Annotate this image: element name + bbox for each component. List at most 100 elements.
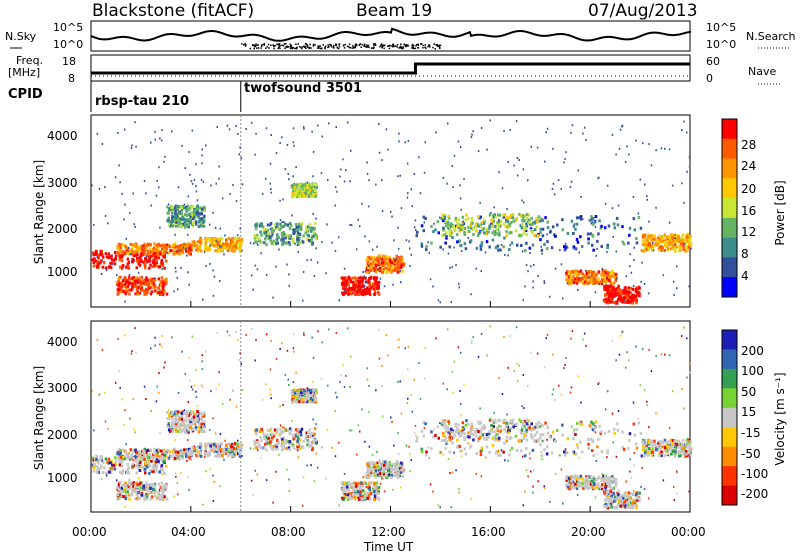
power-echo-cell [529,227,533,231]
search-noise-point [317,47,319,49]
velocity-echo-cell [398,470,401,474]
search-noise-point [437,45,440,48]
velocity-echo-cell [577,478,580,482]
power-echo-cell [502,245,505,249]
search-noise-point [348,43,351,45]
velocity-echo-cell [288,432,292,436]
velocity-echo-cell [524,434,528,438]
power-echo-cell [159,262,163,266]
search-noise-point [412,44,415,47]
power-echo-cell [96,262,100,266]
velocity-echo-cell [124,483,127,487]
power-echo-cell [154,255,158,259]
velocity-echo-cell [594,479,598,482]
velocity-echo-cell [600,487,604,491]
velocity-echo-cell [638,499,641,503]
velocity-echo-cell [234,442,237,446]
velocity-echo-cell [496,418,500,422]
power-echo-cell [260,233,263,237]
velocity-echo-cell [398,464,401,467]
velocity-echo-cell [645,444,648,448]
power-echo-cell [168,245,172,249]
search-noise-point [261,44,263,46]
velocity-echo-cell [539,433,542,437]
velocity-echo-cell [158,493,162,497]
velocity-echo-cell [341,488,344,492]
velocity-echo-cell [92,466,95,470]
search-noise-point [292,47,295,49]
velocity-echo-cell [400,461,403,465]
velocity-echo-cell [196,452,200,456]
velocity-echo-cell [141,453,144,457]
velocity-echo-cell [209,444,212,448]
power-echo-cell [591,233,594,237]
velocity-echo-cell [255,440,258,444]
velocity-echo-cell [511,418,515,422]
power-echo-cell [628,233,631,237]
velocity-echo-cell [450,427,453,431]
power-echo-cell [312,183,316,186]
velocity-echo-cell [381,460,385,463]
power-echo-cell [131,243,135,247]
power-echo-cell [160,283,163,287]
search-noise-point [244,43,246,45]
power-echo-cell [383,255,387,259]
velocity-echo-cell [230,454,234,458]
power-echo-cell [386,257,390,261]
velocity-echo-cell [631,506,635,510]
power-echo-cell [198,240,202,244]
search-noise-point [312,43,315,46]
search-noise-point [309,43,311,46]
power-echo-cell [365,267,369,271]
power-echo-cell [530,229,533,233]
power-echo-cell [603,226,607,230]
velocity-echo-cell [197,450,200,454]
velocity-echo-cell [627,496,631,500]
velocity-echo-cell [117,496,120,500]
power-echo-cell [663,243,667,247]
search-noise-point [256,47,258,49]
velocity-echo-cell [110,463,114,467]
velocity-echo-cell [488,450,491,454]
velocity-echo-cell [359,490,362,494]
power-echo-cell [374,266,377,270]
velocity-echo-cell [267,436,270,440]
power-echo-cell [358,288,362,292]
velocity-echo-cell [131,465,134,469]
power-echo-cell [527,213,530,217]
power-echo-cell [104,252,108,256]
power-echo-cell [568,275,572,279]
velocity-echo-cell [134,497,137,501]
power-echo-cell [647,235,651,239]
power-echo-cell [137,262,140,265]
velocity-echo-cell [619,501,623,505]
velocity-echo-cell [572,437,575,441]
power-echo-cell [130,248,133,252]
velocity-echo-cell [145,488,148,491]
power-echo-cell [456,221,459,225]
search-noise-point [429,46,431,48]
velocity-echo-cell [615,506,619,510]
velocity-echo-cell [298,400,301,404]
velocity-echo-cell [307,430,310,434]
power-echo-cell [641,243,645,247]
power-echo-cell [388,258,392,262]
velocity-echo-cell [449,437,453,441]
velocity-echo-cell [345,481,348,485]
velocity-echo-cell [163,452,166,455]
power-echo-cell [442,226,445,230]
velocity-echo-cell [121,484,125,488]
power-echo-cell [591,243,594,247]
power-echo-cell [394,261,398,264]
velocity-echo-cell [505,435,508,439]
velocity-echo-cell [674,445,678,449]
velocity-echo-cell [587,486,591,490]
search-noise-point [268,47,270,49]
power-echo-cell [135,287,139,291]
search-noise-point [289,45,292,48]
velocity-echo-cell [612,506,616,509]
power-echo-cell [452,225,455,229]
power-echo-cell [272,242,275,246]
velocity-echo-cell [687,438,690,442]
velocity-echo-cell [461,426,464,430]
